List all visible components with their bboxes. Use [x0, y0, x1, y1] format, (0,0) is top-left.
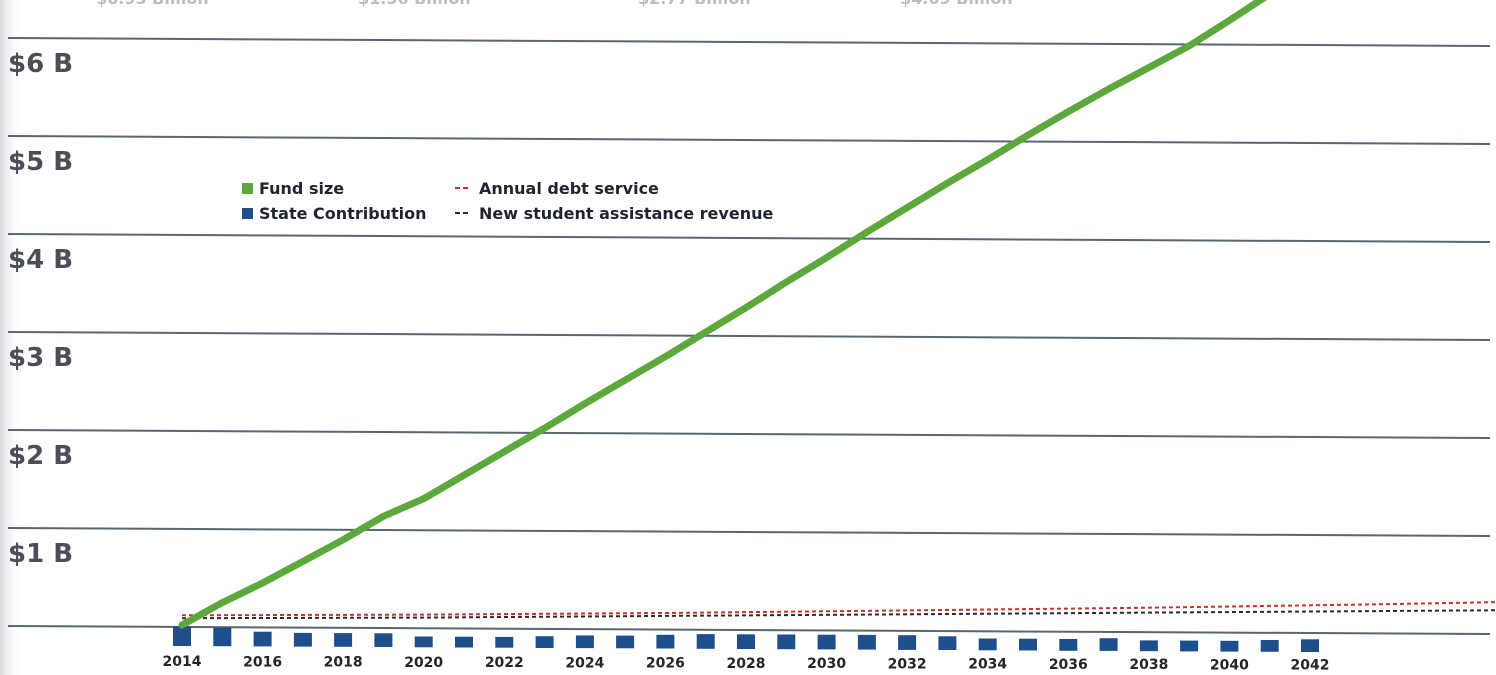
y-tick-label: $6 B	[8, 49, 73, 79]
state-contribution-bar	[938, 636, 957, 650]
state-contribution-bar	[978, 638, 997, 651]
x-tick-label: 2014	[163, 654, 202, 670]
state-contribution-series	[173, 626, 1319, 652]
state-contribution-bar	[455, 636, 473, 648]
x-tick-label: 2020	[404, 655, 443, 671]
state-contribution-bar	[253, 631, 272, 647]
gridline	[7, 429, 1491, 439]
x-tick-label: 2040	[1210, 657, 1249, 673]
y-tick-label: $2 B	[8, 441, 73, 471]
x-tick-label: 2016	[243, 654, 282, 670]
legend: Fund size State Contribution Annual debt s…	[242, 179, 773, 223]
state-contribution-bar	[857, 634, 876, 650]
gridline	[7, 331, 1491, 341]
x-tick-label: 2036	[1049, 657, 1088, 673]
state-contribution-bar	[213, 627, 232, 647]
x-tick-label: 2038	[1129, 657, 1168, 673]
state-contribution-bar	[616, 635, 635, 649]
gridline	[7, 37, 1491, 47]
fund-size-series	[178, 0, 1267, 629]
state-contribution-bar	[1099, 638, 1118, 651]
x-tick-label: 2024	[565, 655, 604, 671]
summary-value: $2.77 Billion	[638, 0, 751, 8]
x-tick-label: 2042	[1291, 658, 1330, 674]
legend-label: State Contribution	[259, 204, 427, 223]
state-contribution-bar	[495, 636, 514, 648]
state-contribution-bar	[173, 626, 191, 646]
state-contribution-bar	[374, 633, 393, 647]
state-contribution-bar	[1059, 639, 1078, 651]
x-tick-label: 2034	[968, 657, 1007, 673]
summary-value: $4.09 Billion	[900, 0, 1013, 8]
state-contribution-bar	[535, 636, 554, 648]
legend-label: New student assistance revenue	[479, 204, 773, 223]
state-contribution-bar	[1301, 639, 1319, 652]
fund-size-line	[178, 0, 1267, 629]
state-contribution-bar	[737, 634, 755, 649]
state-contribution-bar	[293, 632, 312, 647]
y-axis-labels: $1 B $2 B $3 B $4 B $5 B $6 B	[8, 49, 73, 569]
x-axis-labels: 2014 2016 2018 2020 2022 2024 2026 2028 2030 2032…	[163, 654, 1330, 674]
x-tick-label: 2026	[646, 656, 685, 672]
student-revenue-line	[181, 609, 1496, 620]
x-tick-label: 2032	[888, 656, 927, 672]
gridline	[7, 625, 1491, 635]
summary-value: $6.93 Billion	[96, 0, 209, 8]
state-contribution-bar	[696, 634, 715, 649]
x-tick-label: 2018	[324, 655, 363, 671]
legend-label: Fund size	[259, 179, 344, 198]
state-contribution-bar	[817, 634, 836, 650]
legend-swatch	[242, 208, 253, 219]
y-tick-label: $4 B	[8, 245, 73, 275]
state-contribution-bar	[1220, 640, 1239, 652]
gridline	[7, 135, 1491, 145]
gridline	[7, 233, 1491, 243]
gridline	[7, 527, 1491, 537]
state-contribution-bar	[1180, 640, 1199, 652]
y-tick-label: $3 B	[8, 343, 73, 373]
y-tick-label: $5 B	[8, 147, 73, 177]
summary-value: $1.36 Billion	[358, 0, 471, 8]
summary-values: $6.93 Billion $1.36 Billion $2.77 Billion $…	[96, 0, 1013, 8]
debt-service-line	[181, 601, 1496, 617]
state-contribution-bar	[575, 635, 594, 649]
y-tick-label: $1 B	[8, 539, 73, 569]
gridlines	[7, 37, 1491, 635]
page-edge-shadow	[0, 0, 22, 675]
x-tick-label: 2030	[807, 656, 846, 672]
state-contribution-bar	[777, 634, 796, 650]
state-contribution-bar	[1260, 640, 1279, 652]
state-contribution-bar	[656, 634, 675, 649]
state-contribution-bar	[898, 635, 917, 650]
state-contribution-bar	[414, 636, 433, 648]
debt-service-series	[181, 601, 1496, 620]
state-contribution-bar	[334, 633, 353, 647]
legend-swatch	[242, 183, 253, 194]
state-contribution-bar	[1019, 638, 1037, 651]
state-contribution-bar	[1139, 640, 1158, 652]
x-tick-label: 2028	[727, 656, 766, 672]
x-tick-label: 2022	[485, 655, 524, 671]
legend-label: Annual debt service	[479, 179, 659, 198]
